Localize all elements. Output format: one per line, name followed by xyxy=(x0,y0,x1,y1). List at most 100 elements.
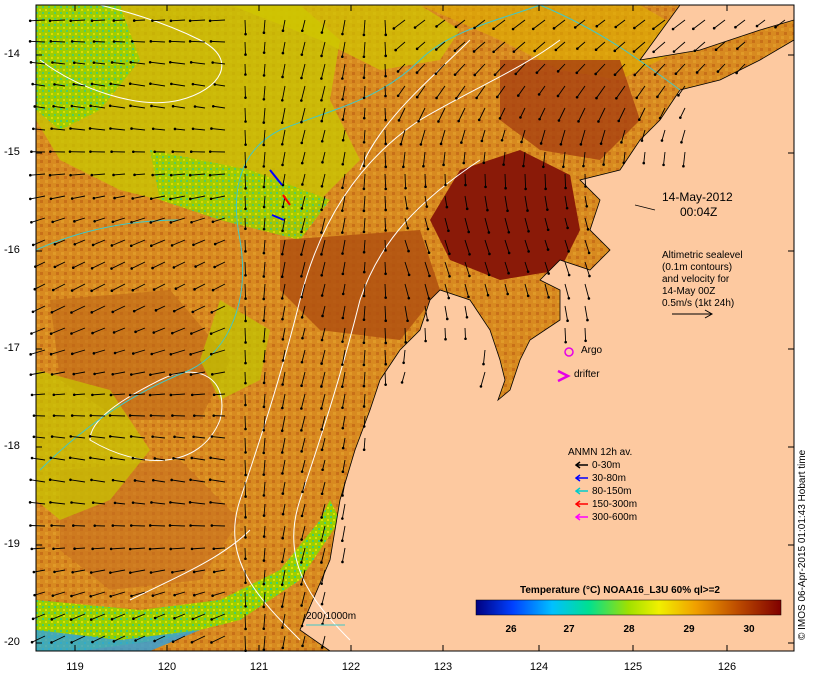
velocity-arrow-head xyxy=(151,266,154,270)
velocity-arrow-head xyxy=(210,618,213,621)
velocity-arrow-head xyxy=(320,294,324,297)
velocity-arrow xyxy=(499,107,506,119)
velocity-arrow xyxy=(212,371,226,375)
velocity-arrow-head xyxy=(108,414,112,417)
velocity-arrow xyxy=(134,173,146,176)
velocity-arrow xyxy=(282,327,286,340)
velocity-arrow-head xyxy=(566,319,569,323)
velocity-arrow-head xyxy=(213,242,217,246)
velocity-arrow-head xyxy=(210,641,213,644)
velocity-arrow xyxy=(384,195,387,211)
velocity-arrow xyxy=(51,613,66,620)
velocity-arrow-head xyxy=(30,547,34,551)
velocity-arrow-head xyxy=(362,140,366,144)
velocity-arrow xyxy=(31,547,46,550)
velocity-arrow-head xyxy=(262,627,266,631)
velocity-arrow-head xyxy=(262,275,266,278)
velocity-arrow xyxy=(52,62,66,65)
velocity-arrow xyxy=(694,41,706,52)
altimetry-line-2: (0.1m contours) xyxy=(662,262,733,273)
altimetry-line-1: Altimetric sealevel xyxy=(662,250,743,261)
velocity-arrow xyxy=(555,41,566,51)
velocity-arrow xyxy=(244,327,247,343)
velocity-arrow-head xyxy=(575,71,579,75)
velocity-arrow xyxy=(494,63,506,75)
velocity-arrow xyxy=(321,349,326,364)
velocity-arrow xyxy=(150,61,166,65)
velocity-arrow-head xyxy=(90,289,93,293)
velocity-arrow xyxy=(478,107,486,121)
velocity-arrow-head xyxy=(406,319,409,323)
velocity-arrow xyxy=(342,481,346,496)
velocity-arrow-head xyxy=(192,414,196,417)
velocity-arrow xyxy=(263,283,266,299)
velocity-arrow-head xyxy=(662,163,665,167)
velocity-arrow xyxy=(301,195,306,209)
lat-tick: -17 xyxy=(4,342,20,354)
velocity-arrow xyxy=(131,371,146,375)
velocity-arrow-head xyxy=(109,571,112,574)
velocity-arrow xyxy=(384,349,387,365)
velocity-arrow xyxy=(50,327,66,335)
velocity-arrow-head xyxy=(614,25,618,29)
velocity-arrow xyxy=(210,457,226,461)
velocity-arrow-head xyxy=(131,456,135,460)
velocity-arrow xyxy=(484,261,490,275)
velocity-arrow xyxy=(150,393,166,396)
velocity-arrow xyxy=(564,173,567,189)
velocity-arrow-head xyxy=(190,220,193,224)
velocity-arrow xyxy=(110,393,126,396)
velocity-arrow-head xyxy=(652,27,655,31)
velocity-arrow-head xyxy=(320,516,323,519)
velocity-arrow-head xyxy=(190,332,193,335)
velocity-arrow-head xyxy=(171,150,175,154)
velocity-arrow xyxy=(661,129,666,141)
velocity-arrow xyxy=(322,305,326,317)
velocity-arrow xyxy=(111,457,126,461)
velocity-arrow-head xyxy=(52,414,56,417)
velocity-arrow xyxy=(174,128,186,131)
velocity-arrow-head xyxy=(635,96,638,100)
velocity-arrow-head xyxy=(300,295,304,299)
velocity-arrow xyxy=(363,217,366,232)
velocity-arrow xyxy=(402,151,406,167)
velocity-arrow xyxy=(90,435,106,439)
velocity-arrow xyxy=(51,305,66,313)
velocity-arrow xyxy=(503,151,506,165)
velocity-arrow-head xyxy=(128,414,132,417)
velocity-arrow-head xyxy=(69,435,73,438)
velocity-arrow-head xyxy=(546,208,549,211)
velocity-arrow-head xyxy=(130,127,133,130)
velocity-arrow xyxy=(91,479,106,483)
argo-icon xyxy=(564,347,574,357)
velocity-arrow xyxy=(50,40,66,43)
velocity-arrow-head xyxy=(341,252,344,255)
velocity-arrow-head xyxy=(193,593,196,597)
velocity-arrow-head xyxy=(70,414,74,417)
velocity-arrow-head xyxy=(49,197,53,201)
velocity-arrow-head xyxy=(384,208,388,212)
velocity-arrow-head xyxy=(212,547,216,551)
velocity-arrow-head xyxy=(50,435,54,438)
velocity-arrow-head xyxy=(190,547,194,551)
velocity-arrow-head xyxy=(281,75,284,79)
velocity-arrow xyxy=(113,19,126,22)
velocity-arrow xyxy=(401,371,406,383)
velocity-arrow xyxy=(321,239,326,255)
velocity-arrow-head xyxy=(210,435,214,438)
velocity-arrow xyxy=(682,151,686,167)
velocity-arrow-head xyxy=(89,104,92,108)
velocity-arrow-head xyxy=(448,274,451,278)
velocity-arrow-head xyxy=(320,428,323,431)
velocity-arrow-head xyxy=(406,226,410,230)
velocity-arrow-head xyxy=(442,163,445,167)
velocity-arrow-head xyxy=(262,74,266,77)
velocity-arrow xyxy=(564,217,569,229)
velocity-arrow-head xyxy=(300,53,304,56)
lon-tick: 121 xyxy=(249,661,269,673)
velocity-arrow-head xyxy=(341,517,344,520)
velocity-arrow xyxy=(73,261,86,269)
velocity-arrow-head xyxy=(453,73,457,76)
velocity-arrow xyxy=(53,547,66,550)
velocity-arrow xyxy=(384,239,386,251)
